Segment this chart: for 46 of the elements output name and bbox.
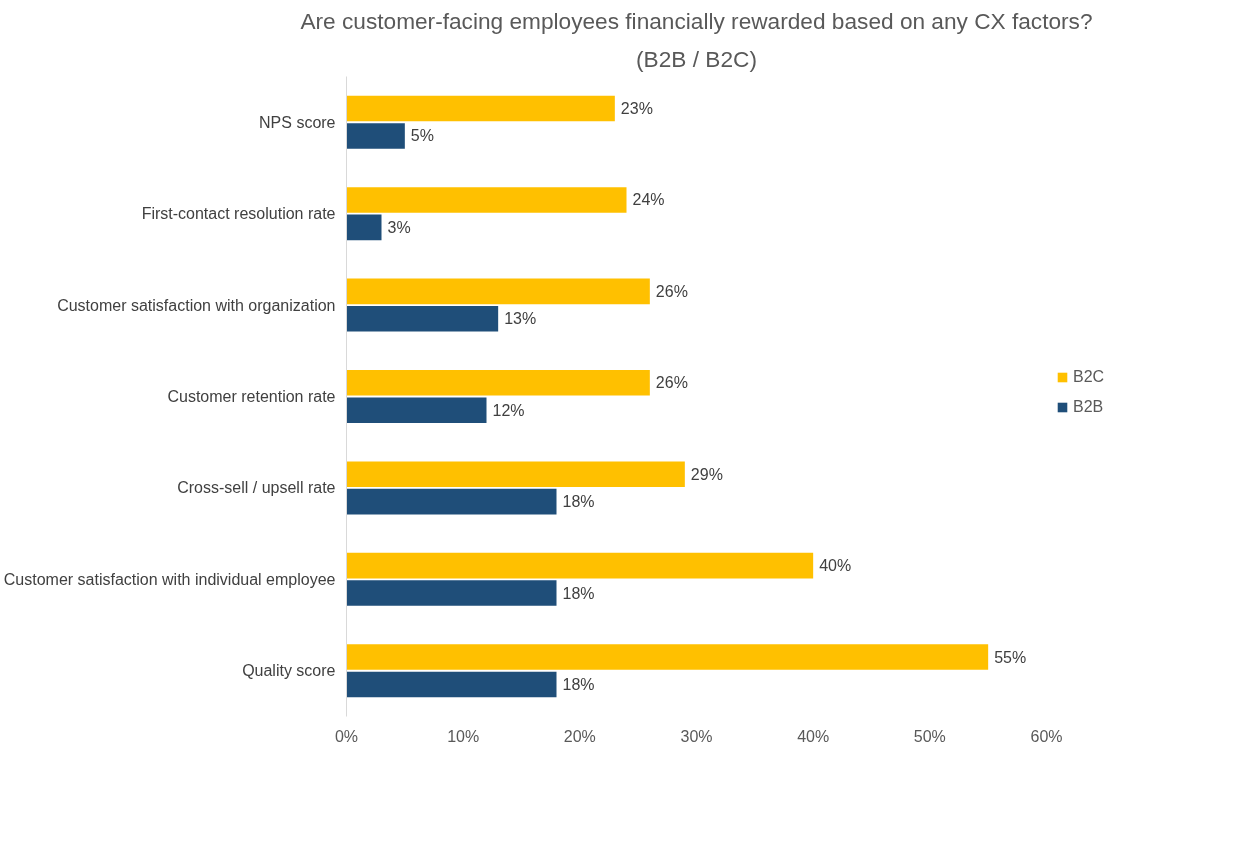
bar	[346, 187, 627, 213]
x-tick-label: 20%	[563, 727, 596, 745]
data-label: 24%	[632, 191, 665, 209]
data-label: 26%	[655, 282, 688, 300]
bar	[346, 95, 615, 122]
x-tick-label: 0%	[334, 727, 359, 745]
bar	[346, 369, 650, 396]
bar	[346, 305, 499, 332]
x-tick-label: 30%	[680, 727, 713, 745]
data-label: 18%	[562, 493, 595, 511]
data-label: 12%	[492, 401, 525, 419]
bar	[346, 552, 814, 579]
bar	[346, 488, 557, 515]
bar	[346, 644, 989, 670]
legend-label: B2B	[1073, 398, 1104, 416]
y-tick-label: Customer satisfaction with individual employee	[3, 570, 336, 588]
x-tick-label: 60%	[1030, 727, 1063, 745]
y-tick-label: Customer retention rate	[167, 388, 336, 405]
bar	[346, 397, 487, 424]
data-label: 5%	[410, 127, 434, 145]
data-label: 18%	[562, 584, 595, 602]
data-label: 13%	[504, 310, 537, 328]
data-label: 26%	[655, 374, 688, 392]
y-tick-label: Customer satisfaction with organization	[57, 296, 336, 314]
bar	[346, 278, 650, 305]
chart-subtitle: (B2B / B2C)	[636, 45, 757, 72]
bar	[346, 461, 685, 488]
bar	[346, 214, 382, 241]
y-tick-label: First-contact resolution rate	[141, 205, 336, 223]
bar	[346, 671, 557, 698]
y-tick-label: Quality score	[242, 662, 336, 680]
y-tick-label: Cross-sell / upsell rate	[177, 479, 336, 497]
data-label: 29%	[690, 465, 723, 483]
data-label: 23%	[620, 100, 653, 117]
x-tick-label: 50%	[913, 727, 946, 745]
data-label: 55%	[994, 648, 1027, 666]
data-label: 3%	[387, 218, 411, 236]
bar	[346, 123, 405, 149]
x-tick-label: 40%	[797, 727, 830, 745]
data-label: 40%	[819, 557, 852, 575]
chart-title: Are customer-facing employees financially rewarded based on any CX factors?	[300, 7, 1093, 34]
data-label: 18%	[562, 676, 595, 693]
bar	[346, 580, 557, 606]
legend-label: B2C	[1073, 368, 1105, 386]
x-tick-label: 10%	[447, 727, 480, 745]
y-tick-label: NPS score	[259, 113, 336, 131]
